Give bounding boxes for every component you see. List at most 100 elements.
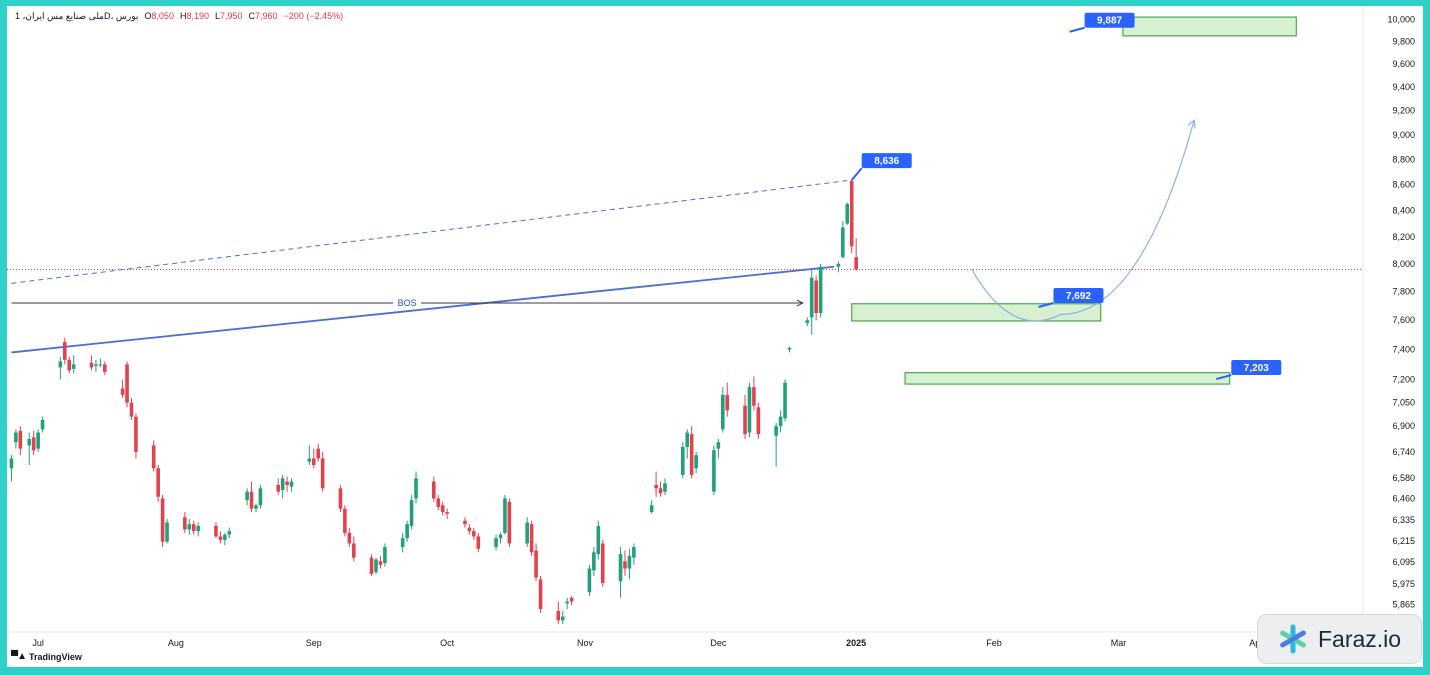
dashed-trendline <box>11 179 852 284</box>
candle-body <box>783 382 787 419</box>
candle-body <box>98 364 103 366</box>
candle-body <box>805 320 810 324</box>
candle-body <box>27 438 32 446</box>
candle-body <box>658 488 663 494</box>
peak-callout-pointer <box>850 167 863 181</box>
candle-body <box>814 280 818 314</box>
candle-body <box>196 525 200 532</box>
price-tick-label: 9,200 <box>1392 106 1415 116</box>
price-tick-label: 6,335 <box>1392 515 1415 525</box>
bos-arrowhead <box>796 299 804 307</box>
zone-price-callout-box <box>1053 288 1104 304</box>
price-tick-label: 7,800 <box>1392 287 1415 297</box>
candle-body <box>307 458 312 462</box>
candle-body <box>414 478 418 499</box>
zone-price-callout-pointer <box>1216 374 1232 381</box>
candle-body <box>467 527 472 532</box>
zone-price-callout-pointer <box>1038 302 1054 308</box>
trendline <box>11 265 835 354</box>
low-value: 7,950 <box>220 11 243 21</box>
candle-body <box>623 561 627 569</box>
candle-body <box>778 416 783 427</box>
projection-arrowhead <box>1187 119 1196 129</box>
price-tick-label: 8,800 <box>1392 154 1415 164</box>
time-tick-label: Mar <box>1111 638 1127 648</box>
candle-body <box>40 419 45 430</box>
candle-body <box>338 488 343 509</box>
peak-callout-box <box>861 153 912 169</box>
zone-price-callout: 7,203 <box>1244 363 1269 374</box>
candle-body <box>400 538 405 548</box>
candle-body <box>9 458 14 469</box>
price-tick-label: 6,215 <box>1392 536 1415 546</box>
price-tick-label: 8,600 <box>1392 180 1415 190</box>
candle-body <box>436 498 441 507</box>
zone-price-callout-pointer <box>1069 26 1085 33</box>
candle-body <box>841 227 845 258</box>
tradingview-label: TradingView <box>28 651 82 662</box>
candle-body <box>649 505 654 513</box>
faraz-label: Faraz.io <box>1318 625 1402 652</box>
candle-body <box>14 432 18 443</box>
candle-body <box>285 481 289 485</box>
price-tick-label: 5,975 <box>1392 579 1415 589</box>
candle-body <box>845 203 850 224</box>
candle-body <box>156 468 160 497</box>
candle-body <box>129 402 134 417</box>
candle-body <box>71 364 76 369</box>
candle-body <box>854 257 858 270</box>
candle-body <box>223 534 227 540</box>
candle-body <box>58 361 63 368</box>
candle-body <box>618 554 623 582</box>
candle-body <box>440 505 445 513</box>
candle-body <box>689 434 694 475</box>
candle-body <box>836 263 841 267</box>
zone-price-callout-box <box>1084 12 1135 28</box>
time-tick-label: Jul <box>32 638 44 648</box>
price-tick-label: 6,095 <box>1392 557 1415 567</box>
candle-body <box>343 508 347 533</box>
candle-body <box>94 364 98 366</box>
candle-body <box>347 532 352 544</box>
price-tick-label: 7,200 <box>1392 375 1415 385</box>
candle-body <box>316 448 321 459</box>
candle-body <box>498 534 503 539</box>
candle-body <box>725 394 730 411</box>
candle-body <box>818 266 823 314</box>
tradingview-logo[interactable]: ▀▲ TradingView <box>11 651 82 662</box>
candle-body <box>534 550 538 578</box>
price-tick-label: 7,400 <box>1392 344 1415 354</box>
open-value: 8,050 <box>151 11 174 21</box>
tradingview-icon: ▀▲ <box>11 651 27 662</box>
candle-body <box>134 416 138 452</box>
candle-body <box>383 547 387 564</box>
price-tick-label: 7,050 <box>1392 398 1415 408</box>
candle-body <box>716 442 721 449</box>
price-tick-label: 8,200 <box>1392 232 1415 242</box>
candle-body <box>694 455 698 469</box>
candle-body <box>592 552 596 571</box>
close-label: C <box>248 11 256 21</box>
close-value: 7,960 <box>255 11 278 21</box>
candle-body <box>120 388 125 395</box>
price-tick-label: 6,900 <box>1392 421 1415 431</box>
candle-body <box>752 387 756 406</box>
candle-body <box>787 347 792 350</box>
candle-body <box>680 447 685 475</box>
price-tick-label: 9,400 <box>1392 82 1415 92</box>
price-tick-label: 5,865 <box>1392 599 1415 609</box>
symbol-name[interactable]: ملی صنایع مس ایران، 1D، بورس <box>15 11 139 21</box>
candle-body <box>62 342 67 360</box>
candle-body <box>36 432 40 449</box>
price-tick-label: 8,400 <box>1392 205 1415 215</box>
candle-body <box>849 180 854 247</box>
candle-body <box>529 524 534 553</box>
candle-body <box>596 525 601 555</box>
price-tick-label: 8,000 <box>1392 259 1415 269</box>
price-chart[interactable]: 10,000 9,800 9,600 9,400 9,200 9,000 8,800 8,60… <box>7 6 1423 667</box>
candle-body <box>160 498 165 542</box>
candle-body <box>374 559 378 573</box>
candle-body <box>351 543 356 558</box>
price-tick-label: 9,000 <box>1392 130 1415 140</box>
peak-callout: 8,636 <box>874 156 899 167</box>
